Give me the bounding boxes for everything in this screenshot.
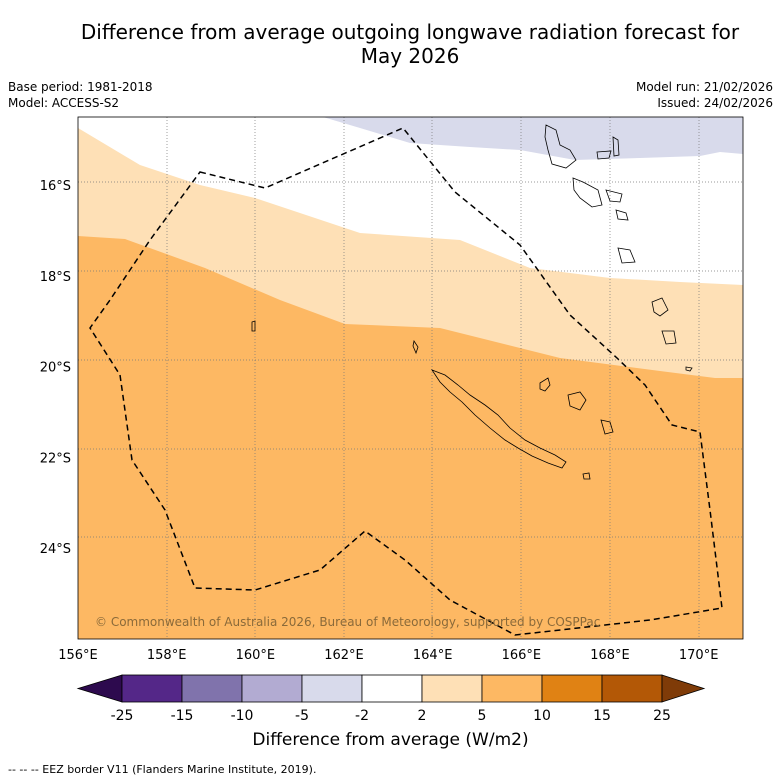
x-tick-label: 156°E: [58, 648, 98, 663]
coast-new-caledonia: [430, 369, 567, 469]
colorbar-extend-high: [661, 674, 706, 703]
colorbar-segment: [241, 674, 303, 703]
coast-loyalty-2: [567, 391, 587, 411]
map-area: © Commonwealth of Australia 2026, Bureau…: [78, 117, 743, 639]
coastlines: [251, 124, 693, 480]
y-tick-label: 16°S: [40, 179, 71, 194]
colorbar-segment: [361, 674, 423, 703]
coast-vanuatu-2: [612, 136, 620, 157]
eez-border: [89, 127, 723, 636]
colorbar-segment: [301, 674, 363, 703]
colorbar-tick-label: -10: [231, 708, 254, 724]
x-tick-label: 166°E: [502, 648, 542, 663]
colorbar-tick-label: -25: [111, 708, 134, 724]
colorbar-tick-label: -2: [355, 708, 369, 724]
coast-walpole: [685, 366, 693, 372]
colorbar-tick-label: 15: [593, 708, 611, 724]
colorbar-tick-label: 25: [653, 708, 671, 724]
y-tick-label: 24°S: [40, 542, 71, 557]
coast-matthew: [661, 330, 677, 345]
x-tick-label: 160°E: [236, 648, 276, 663]
coast-efate: [615, 209, 629, 221]
colorbar-tick-label: -5: [295, 708, 309, 724]
colorbar-label: Difference from average (W/m2): [252, 730, 529, 750]
colorbar-tick-label: 10: [533, 708, 551, 724]
coast-erromango: [617, 247, 636, 264]
x-tick-label: 168°E: [590, 648, 630, 663]
colorbar-tick-label: -15: [171, 708, 194, 724]
y-tick-label: 22°S: [40, 451, 71, 466]
colorbar-tick-label: 5: [478, 708, 487, 724]
region-minus5-minus2: [323, 117, 743, 160]
colorbar-segment: [601, 674, 663, 703]
y-axis-ticks: 16°S 18°S 20°S 22°S 24°S: [40, 179, 71, 557]
colorbar-segment: [541, 674, 603, 703]
meta-right: Model run: 21/02/2026 Issued: 24/02/2026: [636, 79, 773, 111]
colorbar-segment: [421, 674, 483, 703]
model-name: Model: ACCESS-S2: [8, 96, 120, 110]
x-tick-label: 170°E: [679, 648, 719, 663]
title-line-1: Difference from average outgoing longwav…: [80, 20, 740, 44]
colorbar-extend-low: [76, 674, 123, 703]
coast-malakula: [572, 177, 603, 208]
x-tick-label: 164°E: [413, 648, 453, 663]
colorbar: -25 -15 -10 -5 -2 2 5 10 15 25: [76, 674, 706, 724]
x-axis-ticks: 156°E 158°E 160°E 162°E 164°E 166°E 168°E 170°E: [58, 648, 718, 663]
plot-frame: [77, 116, 744, 640]
chart-title: Difference from average outgoing longwav…: [30, 20, 781, 68]
x-tick-label: 162°E: [324, 648, 364, 663]
coast-chesterfield: [251, 320, 256, 332]
colorbar-segment: [121, 674, 183, 703]
colorbar-segment: [181, 674, 243, 703]
model-run: Model run: 21/02/2026: [635, 80, 773, 94]
footer-note: -- -- -- EEZ border V11 (Flanders Marine…: [8, 763, 317, 776]
y-tick-label: 20°S: [40, 361, 71, 376]
copyright-text: © Commonwealth of Australia 2026, Bureau…: [95, 615, 600, 629]
coast-new-caledonia-north: [412, 339, 419, 355]
coast-santo: [544, 124, 577, 169]
y-tick-label: 18°S: [40, 270, 71, 285]
gridlines: [78, 117, 743, 639]
coast-loyalty-3: [600, 419, 614, 435]
issued-date: Issued: 24/02/2026: [657, 96, 773, 110]
colorbar-segment: [481, 674, 543, 703]
x-tick-label: 158°E: [147, 648, 187, 663]
coast-loyalty-1: [539, 377, 551, 392]
base-period: Base period: 1981-2018: [8, 80, 153, 94]
colorbar-tick-label: 2: [418, 708, 427, 724]
coast-isle-of-pines: [582, 472, 591, 480]
coast-vanuatu-5: [605, 189, 623, 203]
coast-vanuatu-3: [596, 150, 612, 160]
title-line-2: May 2026: [360, 44, 460, 68]
coast-hunter: [651, 297, 669, 317]
meta-left: Base period: 1981-2018 Model: ACCESS-S2: [8, 79, 153, 111]
